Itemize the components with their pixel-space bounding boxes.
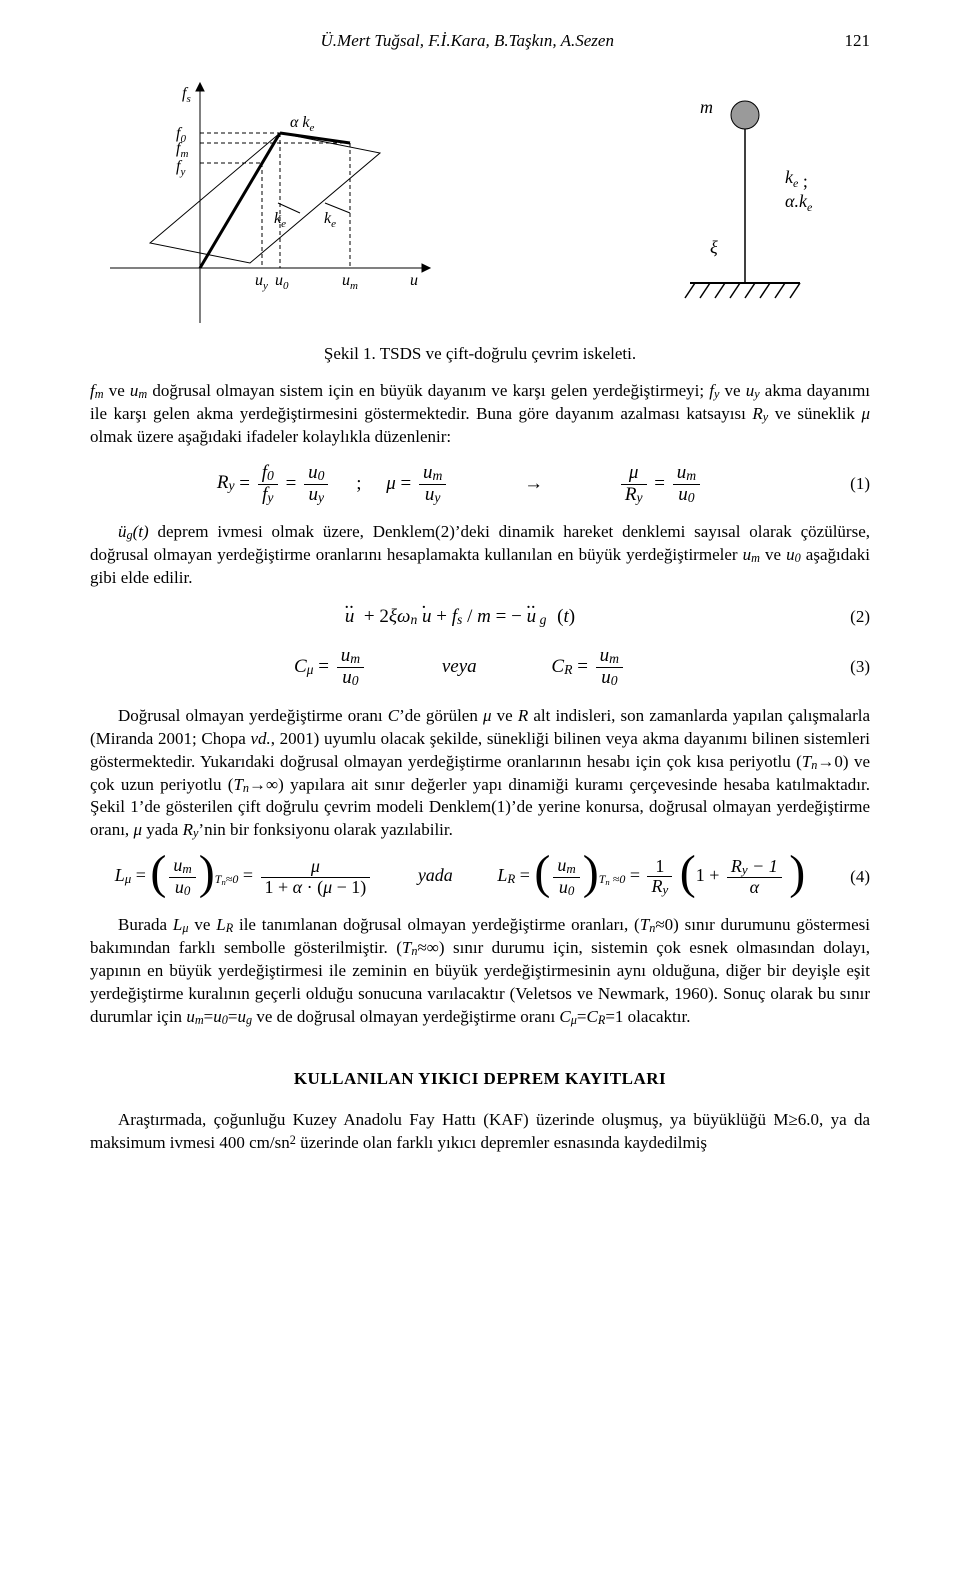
figure-row: fs f0 fm fy α ke ke ke uy u0 um u	[90, 73, 870, 333]
equation-3-number: (3)	[830, 656, 870, 679]
equation-2-number: (2)	[830, 606, 870, 629]
paragraph-3: Doğrusal olmayan yerdeğiştirme oranı C’d…	[90, 705, 870, 843]
section-title: KULLANILAN YIKICI DEPREM KAYITLARI	[90, 1068, 870, 1091]
paragraph-2: üg(t) deprem ivmesi olmak üzere, Denklem…	[90, 521, 870, 590]
header-authors: Ü.Mert Tuğsal, F.İ.Kara, B.Taşkın, A.Sez…	[321, 31, 614, 50]
equation-4: Lμ = (umu0)Tn≈0 = μ1 + α · (μ − 1) yada …	[90, 856, 870, 897]
equation-1: Ry = f0fy = u0uy ; μ = umuy → μRy = umu0…	[90, 463, 870, 506]
equation-2: u..+ 2ξωn u.+ fs / m = − u..g (t) (2)	[90, 604, 870, 630]
svg-text:um: um	[342, 272, 358, 292]
svg-text:ξ: ξ	[710, 237, 718, 257]
equation-4-number: (4)	[830, 866, 870, 889]
svg-text:α ke: α ke	[290, 114, 315, 134]
equation-4-yada: yada	[418, 865, 453, 885]
paragraph-1: fm ve um doğrusal olmayan sistem için en…	[90, 380, 870, 449]
paragraph-4: Burada Lμ ve LR ile tanımlanan doğrusal …	[90, 914, 870, 1029]
sdof-diagram: m ke ; α.ke ξ	[650, 73, 870, 333]
figure-caption: Şekil 1. TSDS ve çift-doğrulu çevrim isk…	[90, 343, 870, 366]
svg-text:u: u	[410, 272, 418, 289]
equation-3-veya: veya	[442, 656, 477, 677]
paragraph-5: Araştırmada, çoğunluğu Kuzey Anadolu Fay…	[90, 1109, 870, 1155]
svg-text:fy: fy	[176, 158, 185, 178]
svg-text:m: m	[700, 97, 713, 117]
equation-3-body: Cμ = umu0 veya CR = umu0	[90, 646, 830, 689]
svg-text:ke ;: ke ;	[785, 167, 808, 191]
svg-text:fs: fs	[182, 85, 191, 105]
svg-text:u0: u0	[275, 272, 289, 292]
running-header: Ü.Mert Tuğsal, F.İ.Kara, B.Taşkın, A.Sez…	[90, 30, 870, 53]
bilinear-diagram: fs f0 fm fy α ke ke ke uy u0 um u	[90, 73, 460, 333]
page-number: 121	[845, 30, 871, 53]
svg-text:α.ke: α.ke	[785, 191, 813, 214]
equation-1-body: Ry = f0fy = u0uy ; μ = umuy → μRy = umu0	[90, 463, 830, 506]
svg-text:ke: ke	[324, 210, 336, 230]
equation-4-body: Lμ = (umu0)Tn≈0 = μ1 + α · (μ − 1) yada …	[90, 856, 830, 897]
equation-2-body: u..+ 2ξωn u.+ fs / m = − u..g (t)	[90, 604, 830, 630]
equation-1-number: (1)	[830, 473, 870, 496]
svg-text:uy: uy	[255, 272, 268, 292]
arrow-icon: →	[524, 472, 543, 493]
page: Ü.Mert Tuğsal, F.İ.Kara, B.Taşkın, A.Sez…	[0, 0, 960, 1209]
equation-3: Cμ = umu0 veya CR = umu0 (3)	[90, 646, 870, 689]
